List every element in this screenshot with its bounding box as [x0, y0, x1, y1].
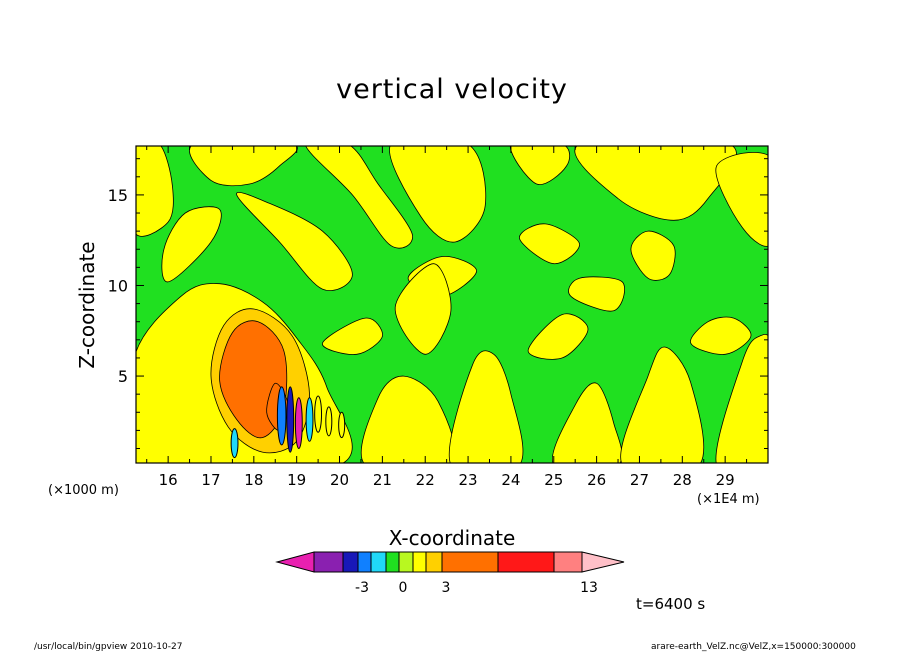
x-tick-label: 18 [244, 471, 263, 489]
contour-yellow-5 [389, 146, 487, 243]
colorbar-swatch [553, 551, 583, 573]
contour-yellow-10 [519, 223, 580, 265]
contour-yellow-1 [189, 146, 298, 187]
colorbar-swatch [342, 551, 359, 573]
colorbar-swatch [313, 551, 344, 573]
chart-title: vertical velocity [336, 74, 568, 105]
contour-yellow-22 [527, 313, 589, 360]
colorbar-label: 13 [580, 580, 598, 596]
contour-yellow-17 [448, 350, 524, 463]
contour-yellow-0 [136, 146, 174, 237]
contour-yellow-9 [715, 151, 768, 247]
contour-cell-3 [305, 397, 314, 442]
x-tick-label: 26 [587, 471, 606, 489]
colorbar-swatch [425, 551, 443, 573]
x-tick-label: 22 [416, 471, 435, 489]
x-tick-label: 24 [501, 471, 520, 489]
colorbar-label: 0 [399, 580, 408, 596]
y-axis: 5 10 15 [108, 158, 768, 450]
contour-yellow-6 [509, 146, 570, 185]
colorbar-swatch [412, 551, 427, 573]
contour-yellow-4 [161, 206, 222, 283]
contour-yellow-3 [305, 146, 413, 249]
y-tick-label: 15 [108, 186, 128, 205]
x-tick-label: 28 [673, 471, 692, 489]
x-axis: 16 17 18 19 20 21 22 23 24 25 26 27 28 29 [146, 146, 748, 489]
contour-yellow-7 [574, 146, 737, 221]
x-tick-label: 27 [630, 471, 649, 489]
x-tick-label: 19 [287, 471, 306, 489]
contour-cell-1 [286, 386, 295, 453]
x-unit-left: (×1000 m) [48, 483, 119, 498]
contour-yellow-18 [552, 382, 623, 463]
x-tick-label: 25 [544, 471, 563, 489]
colorbar-swatch [441, 551, 499, 573]
contour-field [136, 146, 768, 463]
contour-yellow-13 [394, 263, 452, 355]
contour-yellow-21 [690, 316, 752, 355]
colorbar-swatch [398, 551, 414, 573]
contour-yellow-15 [322, 317, 383, 355]
y-tick-label: 5 [118, 367, 128, 386]
x-axis-label: X-coordinate [388, 526, 516, 550]
colorbar-swatch [497, 551, 555, 573]
colorbar-swatch [370, 551, 387, 573]
x-tick-label: 23 [459, 471, 478, 489]
contour-cell-4 [230, 428, 239, 459]
x-tick-label: 29 [716, 471, 735, 489]
colorbar-swatch [275, 551, 315, 573]
contour-yellow-16 [360, 375, 456, 463]
colorbar-label: 3 [442, 580, 451, 596]
contour-cell-6 [325, 406, 333, 437]
y-tick-label: 10 [108, 276, 128, 295]
contour-cell-7 [338, 411, 346, 439]
x-tick-label: 16 [159, 471, 178, 489]
contour-cell-0 [276, 386, 287, 446]
colorbar: -3 0 3 13 [275, 551, 625, 596]
contour-yellow-8 [630, 230, 676, 281]
x-unit-right: (×1E4 m) [697, 492, 760, 507]
contour-yellow-19 [620, 346, 705, 463]
x-tick-label: 20 [330, 471, 349, 489]
contour-cell-2 [294, 397, 303, 450]
footer-right: arare-earth_VelZ.nc@VelZ,x=150000:300000 [651, 642, 856, 652]
colorbar-swatch [385, 551, 400, 573]
plot-frame [135, 145, 769, 464]
x-tick-label: 17 [201, 471, 220, 489]
contour-cell-5 [314, 395, 323, 433]
footer-left: /usr/local/bin/gpview 2010-10-27 [34, 642, 183, 652]
colorbar-label: -3 [355, 580, 369, 596]
colorbar-swatch [581, 551, 625, 573]
time-label: t=6400 s [636, 595, 706, 613]
contour-yellow-11 [568, 276, 625, 312]
x-tick-label: 21 [373, 471, 392, 489]
colorbar-swatch [357, 551, 372, 573]
contour-yellow-2 [236, 192, 353, 291]
